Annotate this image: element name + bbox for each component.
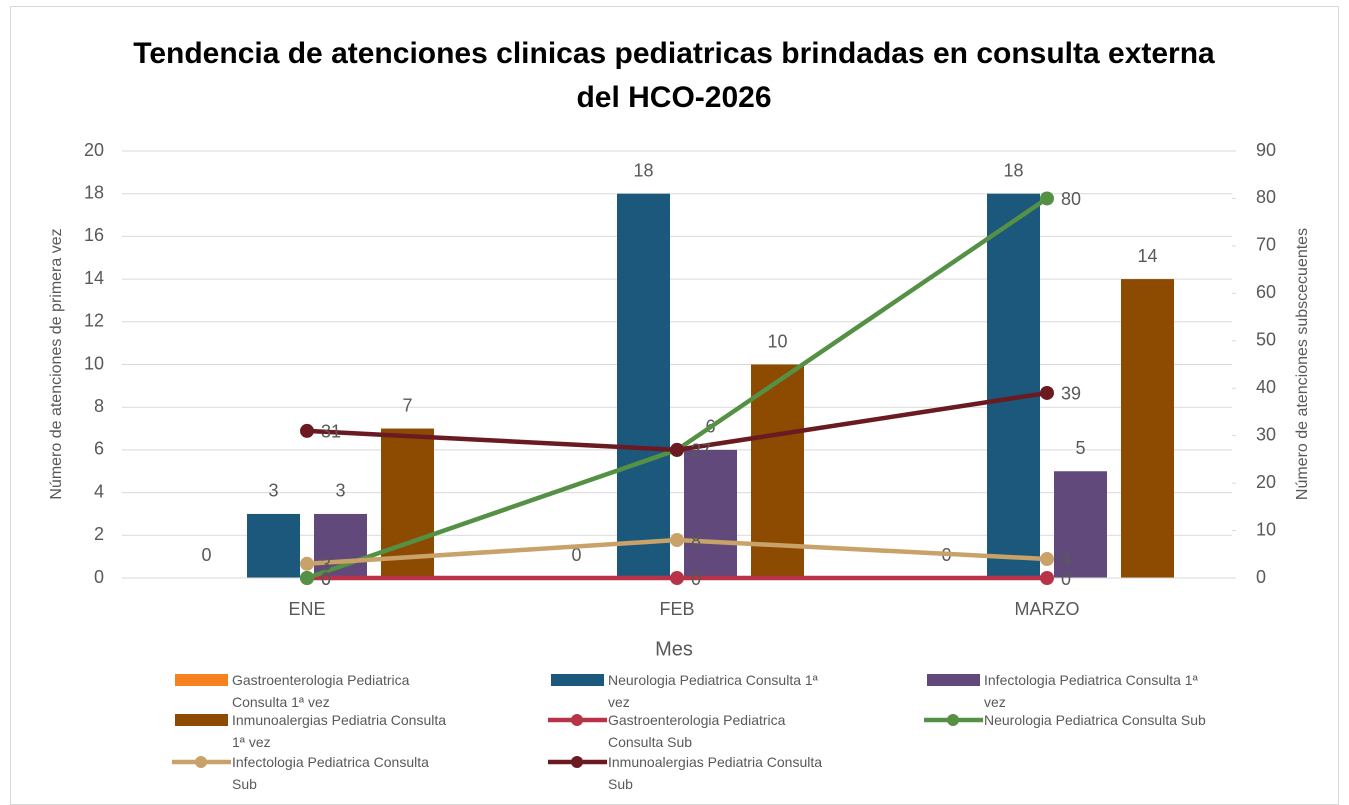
line-marker [1040,191,1054,206]
bar [1054,471,1107,578]
line-label: 8 [691,531,701,551]
y2-tick-label: 0 [1256,567,1266,587]
legend-swatch [927,674,980,686]
line-marker [1040,385,1054,400]
y-tick-label: 8 [94,396,104,416]
y2-tick-label: 80 [1256,187,1276,207]
legend-marker [947,714,959,726]
line-marker [1040,552,1054,567]
legend-label: Gastroenterologia Pediatrica Consulta 1ª… [232,672,410,710]
line-marker [300,423,314,438]
y-tick-label: 12 [84,311,104,331]
y-tick-label: 4 [94,481,104,501]
legend-label: Inmunoalergias Pediatria Consulta 1ª vez [232,712,447,750]
line-label: 0 [1061,569,1071,589]
y2-tick-label: 10 [1256,519,1276,539]
legend-marker [571,756,583,768]
bar-label: 14 [1137,246,1157,266]
legend-label: Infectologia Pediatrica Consulta 1ª vez [984,672,1198,710]
legend-swatch [175,674,228,686]
y-tick-label: 14 [84,268,104,288]
legend-label: Infectologia Pediatrica Consulta Sub [232,754,429,792]
bar-label: 7 [402,395,412,415]
bar [987,193,1040,578]
line-marker [670,442,684,457]
y-tick-label: 20 [84,140,104,160]
legend-marker [571,714,583,726]
line-label: 4 [1061,550,1071,570]
y-axis-title: Número de atenciones de primera vez [48,228,65,499]
line-marker [300,556,314,571]
legend-swatch [175,714,228,726]
line-marker [1040,571,1054,585]
y2-tick-label: 70 [1256,235,1276,255]
x-tick-label: ENE [288,599,325,619]
line-marker [670,533,684,548]
legend-marker [195,756,207,768]
y2-tick-label: 20 [1256,472,1276,492]
bar-label: 18 [1003,160,1023,180]
bar-label: 0 [201,545,211,565]
line-label: 39 [1061,384,1081,404]
bar-label: 3 [268,481,278,501]
line-marker [300,571,314,585]
y2-tick-label: 60 [1256,282,1276,302]
bar-label: 0 [571,545,581,565]
legend-label: Inmunoalergias Pediatria Consulta Sub [608,754,823,792]
y2-tick-label: 90 [1256,140,1276,160]
bar [381,428,434,578]
legend-swatch [551,674,604,686]
bar [1121,279,1174,578]
x-axis-title: Mes [655,638,693,660]
y-tick-label: 16 [84,225,104,245]
legend-label: Gastroenterologia Pediatrica Consulta Su… [608,712,786,750]
y2-tick-label: 50 [1256,330,1276,350]
y-tick-label: 6 [94,439,104,459]
line-label: 0 [321,569,331,589]
bar [617,193,670,578]
legend-label: Neurologia Pediatrica Consulta 1ª vez [608,672,818,710]
bar [247,513,300,578]
bar-label: 10 [767,331,787,351]
y2-tick-label: 40 [1256,377,1276,397]
y-tick-label: 0 [94,567,104,587]
bar-label: 3 [335,481,345,501]
legend-label: Neurologia Pediatrica Consulta Sub [984,712,1206,728]
line-label: 31 [321,422,341,442]
y2-axis-title: Número de atenciones subscecuentes [1294,228,1311,500]
bar-label: 18 [633,160,653,180]
line-label: 27 [691,441,711,461]
line-marker [670,571,684,585]
x-tick-label: MARZO [1015,599,1080,619]
line-label: 80 [1061,189,1081,209]
line-label: 3 [321,555,331,575]
bar-label: 5 [1075,438,1085,458]
line-label: 0 [691,569,701,589]
y-tick-label: 2 [94,524,104,544]
y-tick-label: 18 [84,182,104,202]
bar [684,449,737,578]
chart-title: Tendencia de atenciones clinicas pediatr… [133,37,1215,114]
x-tick-label: FEB [659,599,694,619]
y-tick-label: 10 [84,353,104,373]
line-label: 0 [321,569,331,589]
y2-tick-label: 30 [1256,424,1276,444]
